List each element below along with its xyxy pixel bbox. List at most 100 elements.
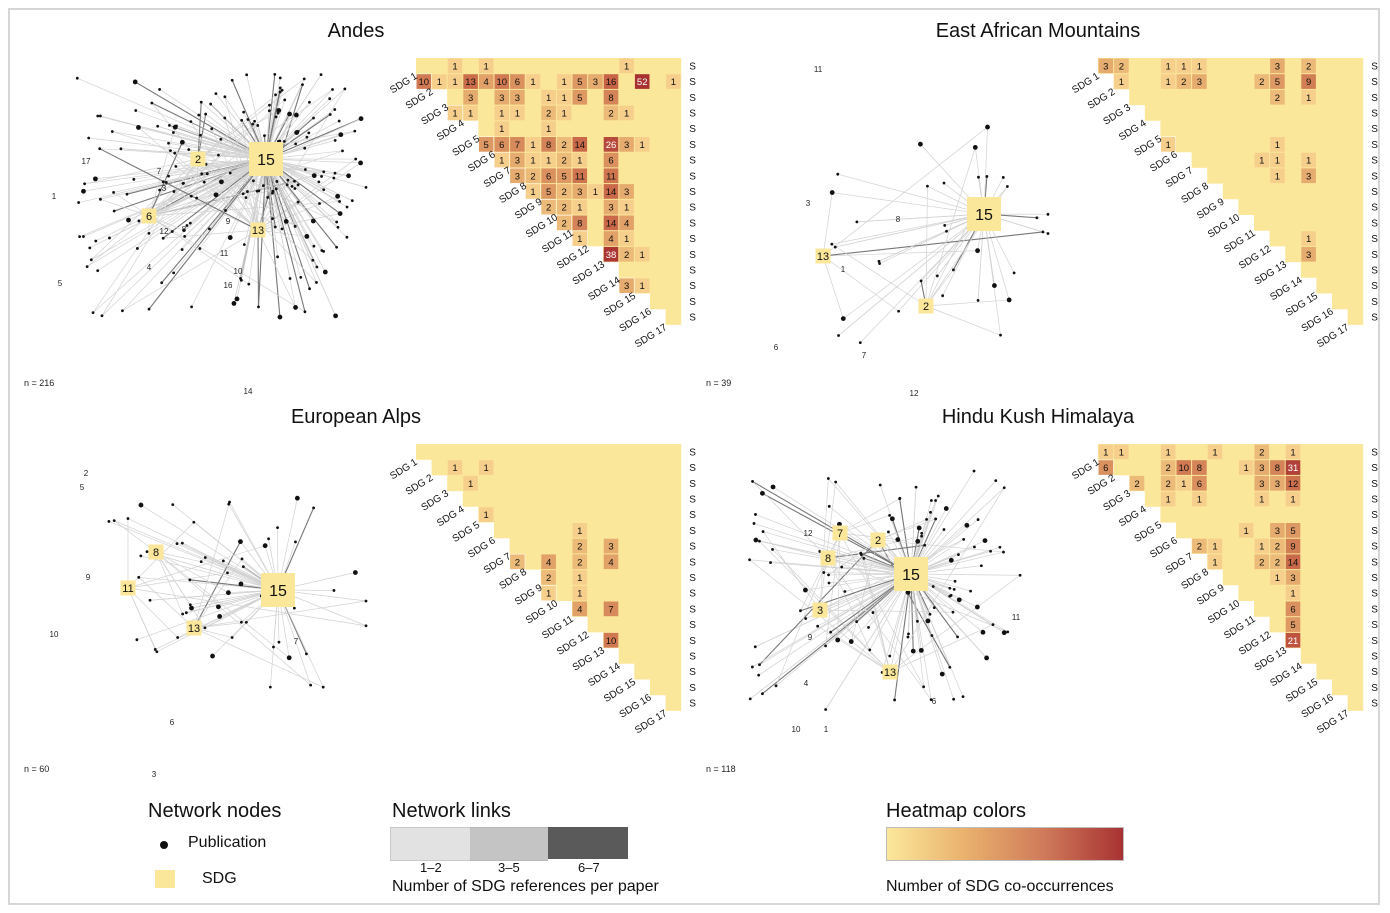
publication-node (251, 122, 255, 126)
network-link (925, 305, 1001, 336)
heatmap-cell (572, 585, 588, 601)
network-link (197, 158, 273, 192)
heatmap-row-label: SDG 7 (689, 156, 696, 167)
network-link (265, 158, 291, 279)
publication-node (1006, 630, 1010, 634)
heatmap-cell-value: 1 (1290, 589, 1295, 600)
network-node-label: 9 (86, 573, 91, 582)
network-node-label: 3 (162, 184, 167, 193)
heatmap-row-label: SDG 7 (1371, 542, 1378, 553)
heatmap-cell (619, 105, 634, 121)
heatmap-cell (572, 231, 588, 246)
network-link (839, 532, 924, 687)
publication-node (308, 287, 311, 291)
heatmap-cell-value: 1 (515, 108, 520, 119)
publication-node (294, 540, 297, 544)
heatmap-cell (634, 137, 650, 152)
heatmap-row-label: SDG 9 (689, 573, 696, 584)
heatmap-cell-value: 1 (577, 589, 582, 600)
publication-node (920, 534, 924, 538)
publication-node (246, 190, 249, 193)
heatmap-cell-value: 13 (465, 77, 476, 88)
heatmap-cell (556, 89, 572, 105)
network-link (155, 551, 290, 659)
publication-node (926, 184, 929, 188)
heatmap-cell (556, 215, 572, 231)
network-link (265, 158, 281, 318)
publication-node (752, 522, 756, 525)
publication-node (761, 692, 764, 696)
heatmap-cell (1114, 58, 1129, 74)
heatmap-cell-value: 1 (530, 140, 535, 151)
heatmap-cell-value: 3 (1275, 526, 1280, 537)
heatmap-cell-value: 1 (1259, 156, 1264, 167)
heatmap-cell (1254, 491, 1270, 507)
publication-node (223, 95, 227, 99)
network-link (193, 627, 324, 688)
heatmap-cell (1160, 74, 1176, 89)
network-link (197, 102, 202, 160)
network-node-label: 6 (170, 718, 175, 727)
heatmap-cell (1098, 460, 1114, 475)
heatmap-cell-value: 2 (1197, 542, 1202, 553)
heatmap-cell-value: 2 (530, 171, 535, 182)
heatmap-cell (1270, 523, 1285, 538)
publication-node (1001, 630, 1007, 636)
heatmap-cell (572, 168, 588, 184)
heatmap-cell-value: 1 (452, 463, 457, 474)
sdg-node-square (815, 248, 831, 264)
sdg-node-label: 13 (817, 251, 829, 263)
network-link (201, 173, 259, 231)
publication-node (835, 637, 841, 643)
heatmap-cell-value: 52 (637, 77, 648, 88)
heatmap-row-label: SDG 1 (689, 61, 696, 72)
heatmap-diag-label: SDG 3 (420, 102, 452, 127)
heatmap: 1 1 110 1 1 13 4 10 6 1 1 5 3 16 52 13 3 3 1 1 5 81 1 1 1 2 1 2 11 15… (388, 58, 696, 350)
publication-node (962, 537, 966, 541)
sdg-node-label: 13 (188, 623, 200, 635)
heatmap-diag-label: SDG 7 (482, 165, 514, 190)
heatmap-cell-value: 21 (1288, 636, 1299, 647)
network-link (89, 158, 267, 249)
publication-node (964, 522, 970, 528)
publication-node (112, 209, 116, 213)
network-node-label: 9 (808, 633, 813, 642)
heatmap-cell (510, 89, 525, 105)
network-link (148, 99, 285, 217)
heatmap-cell (541, 554, 556, 570)
heatmap-cell-value: 1 (1212, 542, 1217, 553)
network-link (155, 551, 229, 594)
heatmap-cell-value: 1 (1119, 447, 1124, 458)
heatmap-row-label: SDG 16 (689, 683, 696, 694)
heatmap-row-label: SDG 6 (689, 526, 696, 537)
publication-node (751, 480, 754, 483)
publication-node (925, 517, 928, 521)
publication-node (335, 245, 339, 249)
heatmap-cell-value: 3 (624, 187, 629, 198)
network-link (860, 213, 985, 343)
heatmap-cell (510, 74, 525, 89)
heatmap-cell-value: 1 (1275, 573, 1280, 584)
publication-node (228, 171, 232, 175)
publication-node (148, 598, 152, 602)
heatmap-cell-value: 1 (1166, 447, 1171, 458)
publication-node (99, 197, 102, 201)
publication-node (862, 556, 866, 560)
network-node-label: 16 (224, 281, 233, 290)
heatmap-cell-value: 3 (1259, 479, 1264, 490)
heatmap-cell-value: 2 (546, 108, 551, 119)
network-node-label: 7 (294, 637, 299, 646)
heatmap-cell-value: 1 (484, 61, 489, 72)
heatmap-cell (666, 74, 681, 89)
heatmap-cell-value: 3 (1275, 61, 1280, 72)
heatmap-row-label: SDG 10 (1371, 203, 1378, 214)
links-swatch-dark (548, 827, 628, 859)
legend-links-title: Network links (392, 800, 511, 822)
network-node-label: 17 (82, 157, 91, 166)
sdg-node-square (820, 550, 836, 566)
network-link (197, 89, 283, 160)
links-swatch-mid (470, 827, 548, 861)
publication-node (905, 589, 911, 595)
network-node-label: 1 (841, 265, 846, 274)
network-publications (748, 469, 1022, 711)
